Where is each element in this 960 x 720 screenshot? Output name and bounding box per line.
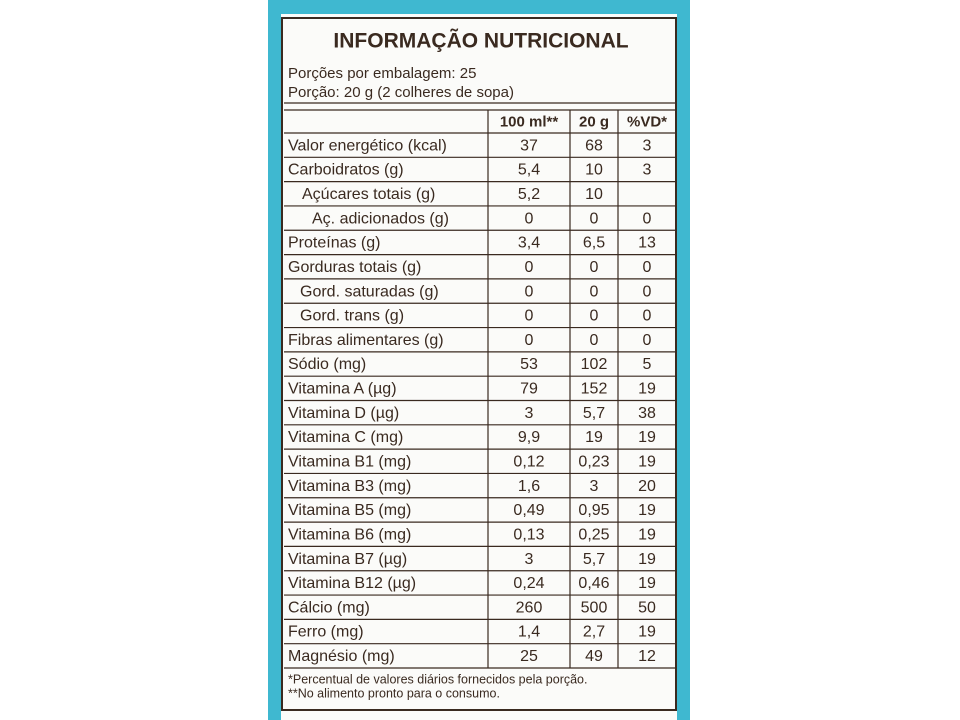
nutrient-value: 0 <box>643 259 652 276</box>
nutrient-value: 50 <box>638 599 656 616</box>
nutrient-value: 19 <box>638 551 656 568</box>
nutrient-value: 19 <box>585 429 603 446</box>
nutrient-value: 0,25 <box>578 526 609 543</box>
footnote: *Percentual de valores diários fornecido… <box>288 672 587 686</box>
nutrient-value: 9,9 <box>518 429 540 446</box>
nutrient-value: 0,49 <box>513 502 544 519</box>
nutrient-name: Açúcares totais (g) <box>302 186 435 203</box>
nutrient-value: 0 <box>525 332 534 349</box>
nutrient-value: 19 <box>638 624 656 641</box>
nutrient-value: 79 <box>520 381 538 398</box>
nutrient-value: 0 <box>590 283 599 300</box>
nutrient-value: 19 <box>638 381 656 398</box>
nutrient-value: 10 <box>585 162 603 179</box>
footnote: **No alimento pronto para o consumo. <box>288 686 500 700</box>
nutrient-value: 0 <box>643 332 652 349</box>
nutrient-name: Vitamina B6 (mg) <box>288 526 411 543</box>
nutrient-value: 0 <box>525 259 534 276</box>
nutrient-value: 68 <box>585 137 603 154</box>
nutrient-value: 10 <box>585 186 603 203</box>
nutrient-value: 3,4 <box>518 235 540 252</box>
nutrient-value: 3 <box>643 137 652 154</box>
label-panel <box>281 14 677 720</box>
nutrient-value: 0,23 <box>578 454 609 471</box>
column-header: 100 ml** <box>500 113 559 130</box>
nutrient-value: 53 <box>520 356 538 373</box>
nutrient-value: 0,95 <box>578 502 609 519</box>
nutrient-name: Vitamina A (µg) <box>288 381 397 398</box>
nutrient-value: 20 <box>638 478 656 495</box>
nutrient-value: 3 <box>590 478 599 495</box>
nutrient-value: 1,4 <box>518 624 540 641</box>
nutrient-name: Vitamina B3 (mg) <box>288 478 411 495</box>
nutrient-name: Carboidratos (g) <box>288 162 404 179</box>
nutrient-name: Vitamina D (µg) <box>288 405 399 422</box>
nutrient-value: 0 <box>643 283 652 300</box>
nutrient-value: 0 <box>590 332 599 349</box>
nutrient-value: 13 <box>638 235 656 252</box>
nutrient-value: 6,5 <box>583 235 605 252</box>
nutrient-value: 0 <box>525 283 534 300</box>
column-header: 20 g <box>579 113 609 130</box>
nutrient-name: Valor energético (kcal) <box>288 137 447 154</box>
nutrient-value: 260 <box>516 599 543 616</box>
nutrient-value: 2,7 <box>583 624 605 641</box>
nutrient-name: Magnésio (mg) <box>288 648 395 665</box>
nutrient-value: 19 <box>638 575 656 592</box>
nutrient-name: Vitamina B12 (µg) <box>288 575 416 592</box>
nutrient-value: 37 <box>520 137 538 154</box>
nutrient-value: 5,7 <box>583 551 605 568</box>
serving-size: Porção: 20 g (2 colheres de sopa) <box>288 84 514 101</box>
nutrient-name: Gord. saturadas (g) <box>300 283 439 300</box>
nutrient-value: 0 <box>643 210 652 227</box>
nutrient-value: 19 <box>638 429 656 446</box>
nutrient-value: 0 <box>590 308 599 325</box>
nutrient-name: Gord. trans (g) <box>300 308 404 325</box>
nutrient-value: 3 <box>525 551 534 568</box>
nutrient-value: 5,7 <box>583 405 605 422</box>
nutrient-value: 152 <box>581 381 608 398</box>
column-header: %VD* <box>627 113 667 130</box>
nutrient-value: 38 <box>638 405 656 422</box>
nutrient-value: 0,13 <box>513 526 544 543</box>
nutrient-name: Aç. adicionados (g) <box>312 210 449 227</box>
nutrient-value: 0 <box>590 210 599 227</box>
nutrient-value: 0 <box>525 210 534 227</box>
title: INFORMAÇÃO NUTRICIONAL <box>333 30 628 53</box>
nutrient-value: 500 <box>581 599 608 616</box>
nutrient-name: Cálcio (mg) <box>288 599 370 616</box>
nutrient-value: 1,6 <box>518 478 540 495</box>
nutrient-value: 0,46 <box>578 575 609 592</box>
nutrient-name: Proteínas (g) <box>288 235 380 252</box>
nutrient-name: Fibras alimentares (g) <box>288 332 444 349</box>
nutrient-value: 3 <box>643 162 652 179</box>
nutrient-name: Ferro (mg) <box>288 624 364 641</box>
nutrient-value: 102 <box>581 356 608 373</box>
nutrient-name: Sódio (mg) <box>288 356 366 373</box>
nutrient-name: Vitamina C (mg) <box>288 429 403 446</box>
nutrient-value: 0 <box>525 308 534 325</box>
nutrient-value: 19 <box>638 526 656 543</box>
nutrient-value: 12 <box>638 648 656 665</box>
nutrient-name: Vitamina B7 (µg) <box>288 551 407 568</box>
nutrient-name: Gorduras totais (g) <box>288 259 421 276</box>
nutrient-value: 0 <box>590 259 599 276</box>
nutrient-value: 5,4 <box>518 162 540 179</box>
servings: Porções por embalagem: 25 <box>288 65 476 82</box>
nutrient-value: 0,12 <box>513 454 544 471</box>
nutrient-name: Vitamina B1 (mg) <box>288 454 411 471</box>
nutrient-value: 19 <box>638 454 656 471</box>
nutrient-value: 5 <box>643 356 652 373</box>
nutrient-value: 49 <box>585 648 603 665</box>
nutrient-value: 5,2 <box>518 186 540 203</box>
label-border <box>281 17 677 711</box>
nutrient-value: 19 <box>638 502 656 519</box>
nutrient-value: 3 <box>525 405 534 422</box>
nutrient-value: 0,24 <box>513 575 544 592</box>
nutrient-value: 0 <box>643 308 652 325</box>
nutrient-name: Vitamina B5 (mg) <box>288 502 411 519</box>
nutrient-value: 25 <box>520 648 538 665</box>
